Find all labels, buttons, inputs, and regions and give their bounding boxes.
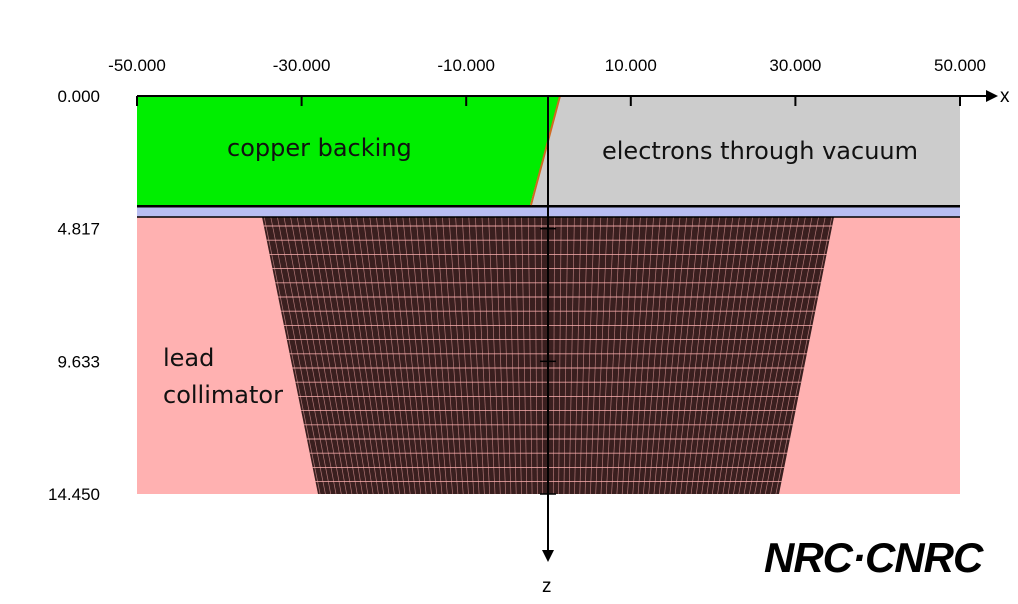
x-axis-ticks: -50.000 -30.000 -10.000 10.000 30.000 50.000 [108, 56, 986, 106]
z-axis-ticks: 0.000 4.817 9.633 14.450 [48, 87, 556, 504]
z-axis-name: z [542, 576, 552, 597]
copper-vacuum-boundary [530, 95, 561, 206]
z-tick-label: 9.633 [57, 352, 100, 371]
copper-backing-label: copper backing [227, 134, 412, 162]
x-tick-label: -30.000 [273, 56, 331, 75]
x-tick-label: 30.000 [769, 56, 821, 75]
x-tick-label: 10.000 [605, 56, 657, 75]
z-tick-label: 0.000 [57, 87, 100, 106]
vacuum-region [530, 96, 960, 205]
x-tick-label: 50.000 [934, 56, 986, 75]
x-axis-arrow [986, 90, 998, 102]
x-tick-label: -50.000 [108, 56, 166, 75]
z-tick-label: 4.817 [57, 220, 100, 239]
collimator-label: collimator [163, 381, 283, 409]
copper-backing-region [137, 96, 560, 205]
nrc-cnrc-logo: NRC·CNRC [764, 534, 984, 581]
z-axis-arrow [542, 550, 554, 562]
x-axis-name: x [1000, 86, 1010, 107]
mesh-grid-lines [262, 217, 834, 494]
x-tick-label: -10.000 [437, 56, 495, 75]
z-tick-label: 14.450 [48, 485, 100, 504]
lead-label: lead [163, 344, 214, 372]
vacuum-label: electrons through vacuum [602, 137, 918, 165]
